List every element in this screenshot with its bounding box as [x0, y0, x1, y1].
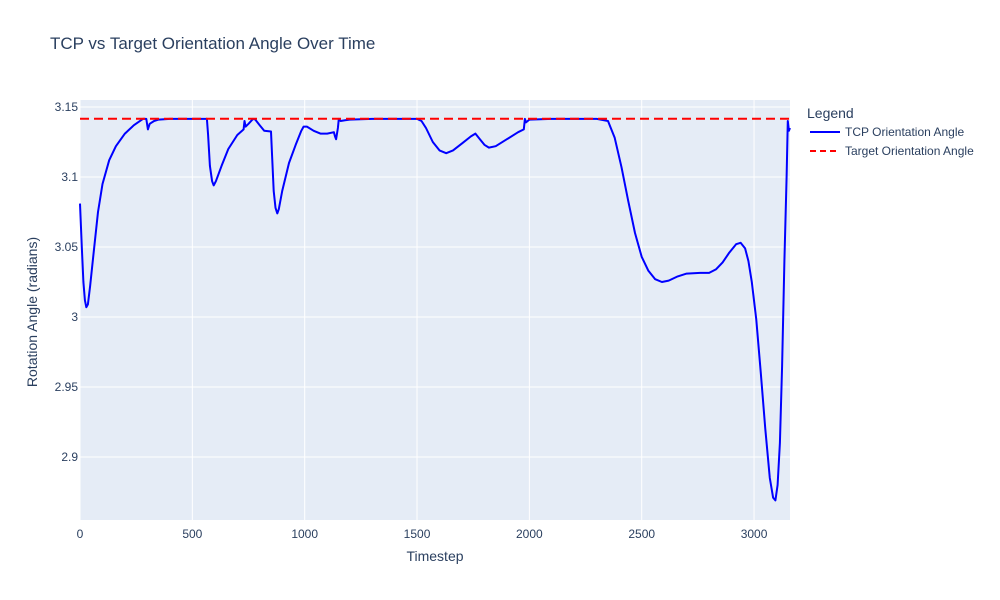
y-tick-label: 3.15	[55, 100, 79, 114]
y-tick-label: 3	[71, 310, 78, 324]
y-tick-label: 2.95	[55, 380, 79, 394]
x-tick-label: 3000	[741, 527, 768, 541]
y-axis-ticks: 2.9 2.95 3 3.05 3.1 3.15	[55, 100, 79, 464]
chart-title: TCP vs Target Orientation Angle Over Tim…	[50, 34, 376, 53]
grid-lines	[79, 100, 790, 520]
x-tick-label: 2000	[516, 527, 543, 541]
plot-area	[80, 100, 790, 520]
legend-label-tcp[interactable]: TCP Orientation Angle	[845, 125, 965, 139]
legend-label-target[interactable]: Target Orientation Angle	[845, 144, 974, 158]
legend[interactable]: Legend TCP Orientation Angle Target Orie…	[807, 105, 974, 158]
series-layer	[79, 117, 791, 502]
y-tick-label: 3.05	[55, 240, 79, 254]
x-tick-label: 0	[77, 527, 84, 541]
y-tick-label: 3.1	[61, 170, 78, 184]
x-tick-label: 500	[182, 527, 202, 541]
y-tick-label: 2.9	[61, 450, 78, 464]
x-tick-label: 2500	[628, 527, 655, 541]
y-axis-title: Rotation Angle (radians)	[24, 237, 40, 387]
x-axis-title: Timestep	[406, 548, 463, 564]
x-axis-ticks: 0 500 1000 1500 2000 2500 3000	[77, 527, 768, 541]
x-tick-label: 1500	[404, 527, 431, 541]
legend-title: Legend	[807, 105, 854, 121]
x-tick-label: 1000	[291, 527, 318, 541]
